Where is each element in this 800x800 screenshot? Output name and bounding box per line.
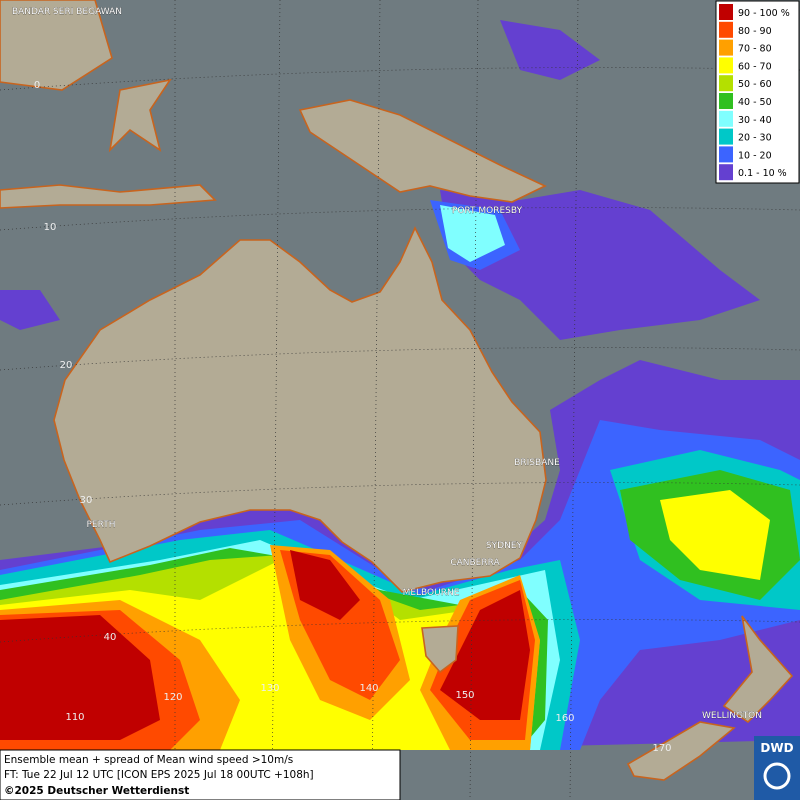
legend-swatch xyxy=(719,93,733,109)
footer-box xyxy=(0,749,401,800)
probability-area xyxy=(440,205,505,262)
graticule-line xyxy=(0,347,800,371)
legend-swatch xyxy=(719,128,733,145)
land xyxy=(0,0,794,781)
legend-label: 10 - 20 xyxy=(738,150,772,161)
graticule-line xyxy=(569,0,579,800)
graticule-line xyxy=(371,0,381,800)
legend-label: 80 - 90 xyxy=(738,26,772,37)
lon-label: 130 xyxy=(260,683,279,694)
nz-south xyxy=(626,721,736,781)
footer-line: FT: Tue 22 Jul 12 UTC [ICON EPS 2025 Jul… xyxy=(4,769,314,781)
legend-label: 40 - 50 xyxy=(738,97,772,108)
australia xyxy=(53,226,547,593)
legend-label: 50 - 60 xyxy=(738,79,772,90)
lon-label: 170 xyxy=(652,743,671,754)
lon-label: 110 xyxy=(65,712,84,723)
legend-swatch xyxy=(719,39,733,56)
graticule-line xyxy=(271,0,281,800)
legend-swatch xyxy=(719,4,733,20)
probability-area xyxy=(440,190,760,340)
footer-line: Ensemble mean + spread of Mean wind spee… xyxy=(4,754,293,766)
city-label: PERTH xyxy=(87,520,116,530)
legend-label: 60 - 70 xyxy=(738,61,772,72)
legend-label: 0.1 - 10 % xyxy=(738,168,787,179)
sulawesi xyxy=(108,78,172,153)
graticule-line xyxy=(469,0,479,800)
city-label: MELBOURNE xyxy=(403,588,460,598)
graticule-line xyxy=(0,619,800,643)
legend-label: 20 - 30 xyxy=(738,133,772,144)
legend-label: 70 - 80 xyxy=(738,44,772,55)
city-label: CANBERRA xyxy=(450,558,500,568)
city-label: PORT MORESBY xyxy=(452,206,523,216)
probability-field xyxy=(0,20,800,750)
lon-label: 140 xyxy=(359,683,378,694)
lat-label: 30 xyxy=(80,495,93,506)
lesser-sunda xyxy=(0,184,217,209)
legend-swatch xyxy=(719,75,733,92)
footer-line: ©2025 Deutscher Wetterdienst xyxy=(4,785,189,797)
graticule-line xyxy=(0,482,800,506)
probability-area xyxy=(440,590,530,720)
logo-text: DWD xyxy=(760,741,793,755)
legend-label: 90 - 100 % xyxy=(738,8,790,19)
lon-label: 160 xyxy=(555,713,574,724)
tasmania xyxy=(421,625,459,674)
legend-swatch xyxy=(719,57,733,74)
borneo xyxy=(0,0,113,91)
probability-area xyxy=(500,20,600,80)
labels: BANDAR SERI BEGAWAN PORT MORESBY BRISBANE P… xyxy=(12,7,762,754)
lat-label: 0 xyxy=(34,80,40,91)
probability-area xyxy=(290,550,360,620)
probability-area xyxy=(660,490,770,580)
lat-label: 10 xyxy=(44,222,57,233)
legend-swatch xyxy=(719,146,733,163)
legend-swatch xyxy=(719,110,733,127)
nz-north xyxy=(722,615,794,724)
legend-swatch xyxy=(719,21,733,38)
lat-label: 40 xyxy=(104,632,117,643)
logo-icon xyxy=(763,762,791,790)
graticule-line xyxy=(0,67,800,91)
graticule-line xyxy=(0,207,800,231)
lat-label: 20 xyxy=(60,360,73,371)
new-guinea xyxy=(298,99,547,203)
city-label: SYDNEY xyxy=(486,541,523,551)
lon-label: 150 xyxy=(455,690,474,701)
probability-area xyxy=(0,290,60,330)
legend: 90 - 100 % 80 - 90 70 - 80 60 - 70 50 - 60 40… xyxy=(715,0,800,184)
lon-label: 120 xyxy=(163,692,182,703)
legend-swatch xyxy=(719,164,733,181)
city-label: WELLINGTON xyxy=(702,711,762,721)
city-label: BRISBANE xyxy=(514,458,560,468)
probability-area xyxy=(0,615,160,740)
legend-label: 30 - 40 xyxy=(738,115,772,126)
city-label: BANDAR SERI BEGAWAN xyxy=(12,7,122,17)
